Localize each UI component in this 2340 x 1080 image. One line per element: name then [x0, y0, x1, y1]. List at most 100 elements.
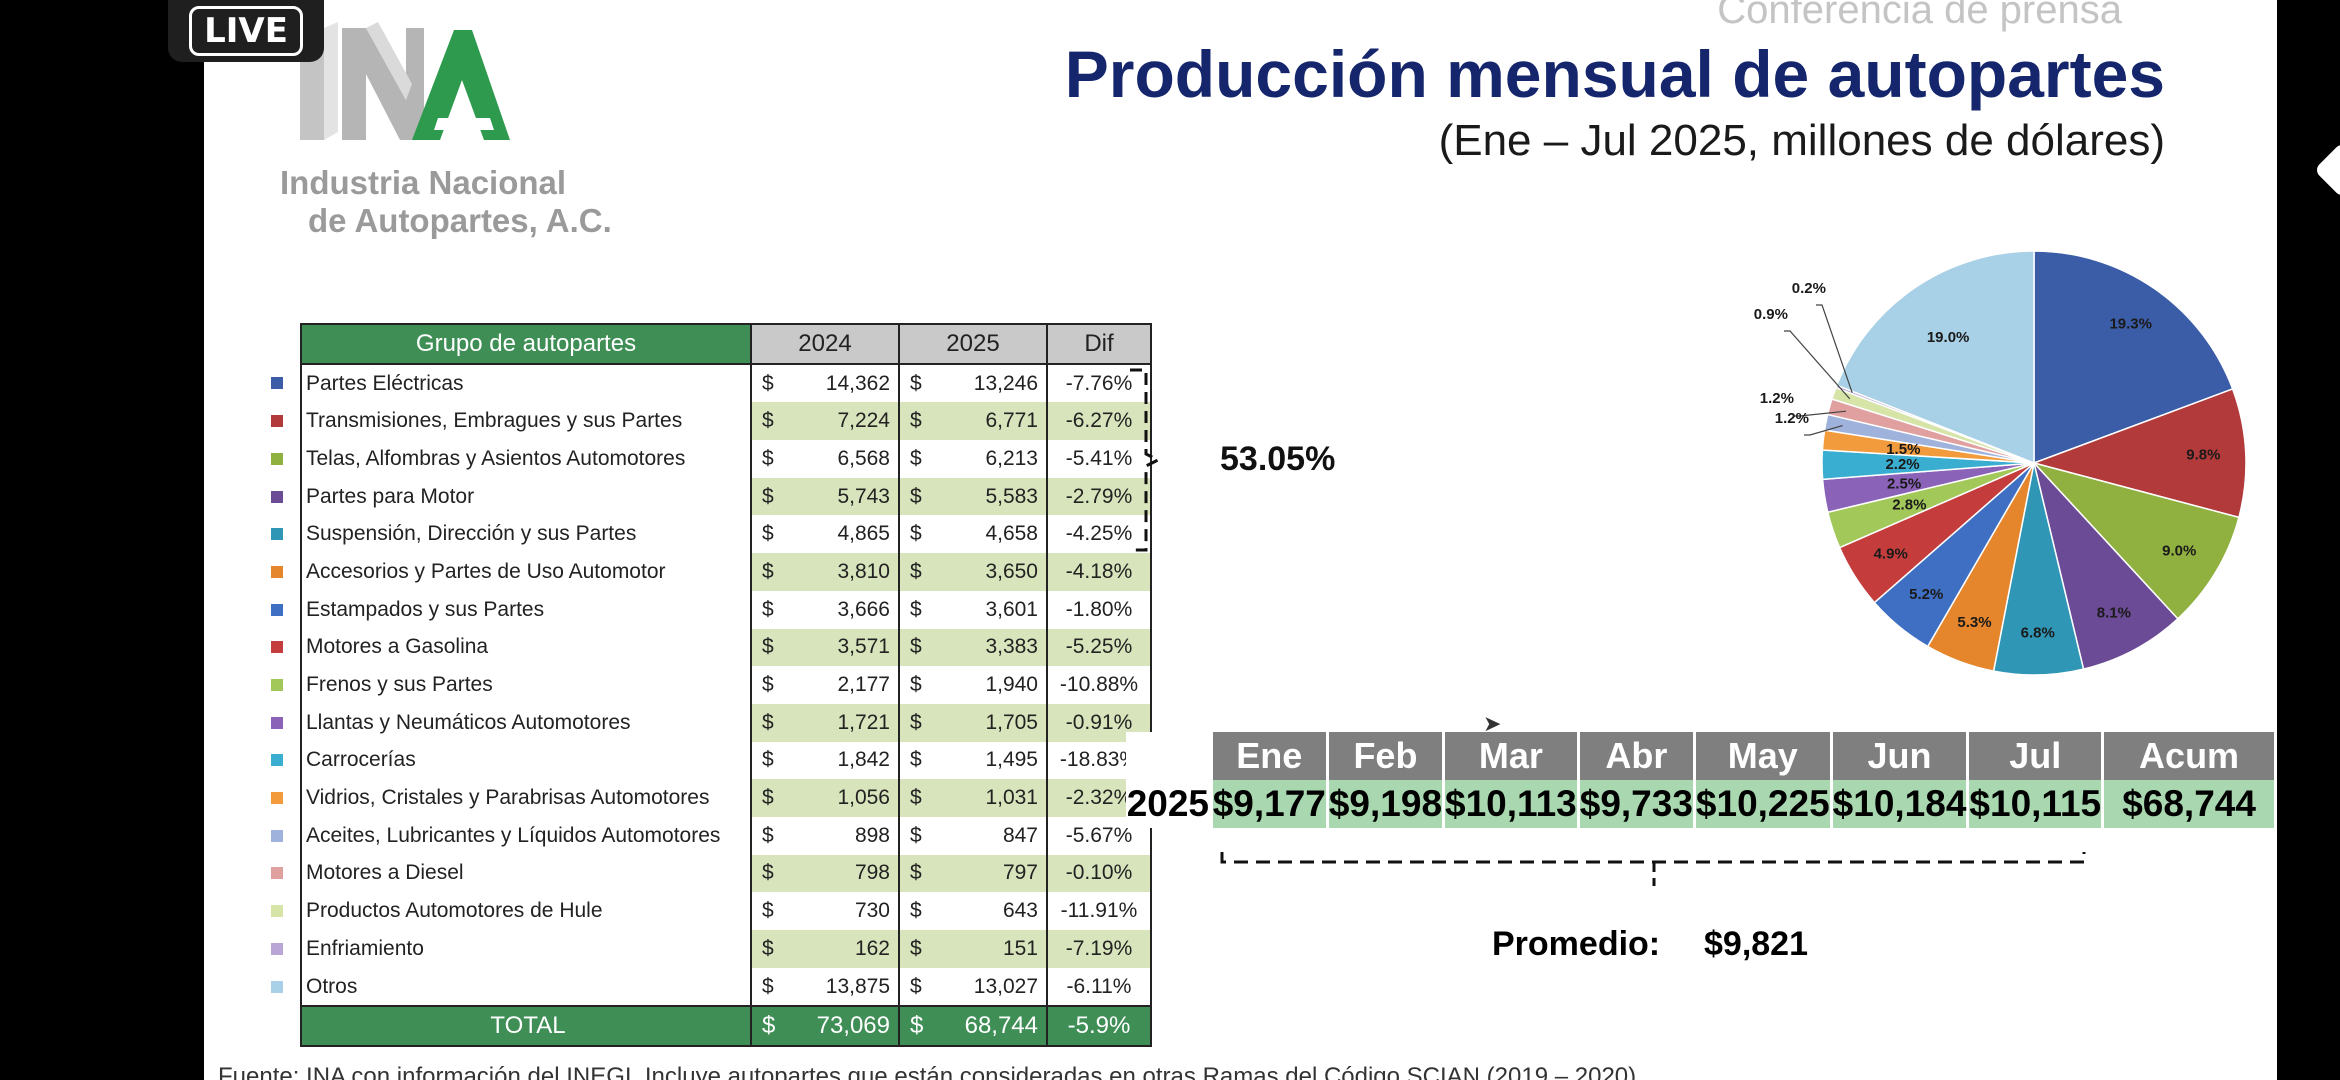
- pie-leader-line: [1794, 410, 1847, 417]
- logo-text-line2: de Autopartes, A.C.: [308, 202, 612, 239]
- dif-value: -10.88%: [1046, 666, 1152, 704]
- value-2024: 6,568: [837, 446, 890, 470]
- currency-2025: $: [898, 628, 934, 667]
- pie-leader-line: [1804, 424, 1843, 436]
- dif-value: -7.19%: [1046, 930, 1152, 968]
- value-2025: 797: [934, 854, 1047, 893]
- currency-2024: $: [750, 816, 786, 855]
- autopartes-table: Grupo de autopartes 2024 2025 Dif Partes…: [254, 323, 1152, 1048]
- month-header: Feb: [1328, 732, 1443, 780]
- month-value: $9,198: [1328, 780, 1443, 828]
- value-2024: 3,810: [786, 553, 899, 591]
- monthly-values-row: 2025 $9,177 $9,198 $10,113 $9,733 $10,225 $10,…: [1126, 780, 2274, 828]
- value-2024: 798: [786, 854, 899, 893]
- header-2024: 2024: [750, 323, 900, 365]
- month-header: Jul: [1969, 732, 2102, 780]
- pie-slice-label: 19.3%: [2109, 316, 2152, 333]
- dif-value: -4.25%: [1046, 515, 1152, 554]
- currency-2024: $: [750, 553, 786, 591]
- value-2025: 3,601: [985, 597, 1038, 621]
- pie-slice: [2031, 387, 2247, 519]
- currency-2024: $: [750, 590, 786, 629]
- legend-swatch: [254, 440, 301, 478]
- currency-2025: $: [898, 779, 934, 817]
- dif-value: -6.27%: [1046, 402, 1152, 441]
- legend-square-icon: [271, 867, 283, 880]
- pie-slice-label: 9.8%: [2186, 447, 2220, 464]
- legend-square-icon: [271, 452, 283, 465]
- legend-square-icon: [271, 415, 283, 428]
- page-title: Producción mensual de autopartes: [1064, 37, 2165, 111]
- logo-text: Industria Nacional de Autopartes, A.C.: [280, 164, 612, 240]
- currency-2025: $: [898, 363, 934, 403]
- currency-2025: $: [898, 440, 934, 478]
- row-name: Partes Eléctricas: [300, 363, 751, 403]
- value-2025: 151: [934, 930, 1047, 968]
- legend-square-icon: [271, 792, 283, 805]
- value-2024: 13,875: [825, 974, 890, 998]
- currency-2024: $: [750, 628, 786, 667]
- dif-value: -4.18%: [1046, 553, 1152, 591]
- monthly-brace: [1220, 852, 2086, 886]
- pie-slice: [2032, 460, 2179, 671]
- total-currency-2024: $: [750, 1005, 786, 1048]
- legend-swatch: [254, 553, 301, 591]
- pie-slice-label: 9.0%: [2162, 543, 2196, 560]
- value-2024: 1,721: [786, 703, 899, 742]
- bracket-brace: [1130, 368, 1162, 552]
- legend-swatch: [254, 779, 301, 817]
- row-name: Suspensión, Dirección y sus Partes: [300, 515, 751, 554]
- pie-leader-line: [1784, 330, 1851, 400]
- average-value: $9,821: [1704, 925, 1808, 963]
- legend-swatch: [254, 742, 301, 780]
- total-dif: -5.9%: [1046, 1005, 1152, 1048]
- pie-leader-line: [1816, 304, 1853, 393]
- row-name: Enfriamiento: [300, 930, 751, 968]
- month-value: $9,177: [1212, 780, 1326, 828]
- table-row: Carrocerías $1,842 $1,495 -18.83%: [254, 741, 1152, 780]
- legend-swatch: [254, 930, 301, 968]
- value-2025: 643: [1002, 899, 1038, 923]
- page-subtitle: (Ene – Jul 2025, millones de dólares): [1438, 116, 2165, 165]
- value-2024: 1,056: [786, 779, 899, 817]
- header-group: Grupo de autopartes: [300, 323, 752, 365]
- header-dif: Dif: [1046, 323, 1152, 365]
- side-arrow-icon[interactable]: [2313, 141, 2340, 199]
- pie-slice-label: 2.8%: [1892, 497, 1926, 514]
- table-row: Motores a Diesel $798 $797 -0.10%: [254, 854, 1152, 893]
- pie-slice-label: 1.2%: [1775, 410, 1809, 427]
- value-2024: 3,666: [837, 597, 890, 621]
- row-name: Partes para Motor: [300, 477, 751, 516]
- currency-2024: $: [750, 363, 786, 403]
- value-2024: 7,224: [786, 402, 899, 441]
- year-label: 2025: [1126, 780, 1210, 828]
- dif-value: -7.76%: [1046, 363, 1152, 403]
- legend-swatch: [254, 666, 301, 704]
- legend-square-icon: [271, 981, 283, 994]
- value-2024: 5,743: [786, 477, 899, 516]
- legend-swatch: [254, 515, 301, 553]
- value-2025: 3,383: [934, 628, 1047, 667]
- value-2024: 4,865: [837, 522, 890, 546]
- row-name: Frenos y sus Partes: [300, 666, 751, 704]
- value-2025: 1,705: [934, 703, 1047, 742]
- legend-swatch: [254, 364, 301, 403]
- currency-2024: $: [750, 779, 786, 817]
- value-2025: 5,583: [934, 477, 1047, 516]
- table-row: Vidrios, Cristales y Parabrisas Automoto…: [254, 779, 1152, 817]
- pie-slice-label: 2.5%: [1887, 475, 1921, 492]
- table-row: Suspensión, Dirección y sus Partes $4,865…: [254, 515, 1152, 554]
- value-2025: 847: [1002, 823, 1038, 847]
- currency-2024: $: [750, 402, 786, 441]
- pie-slice: [2033, 250, 2234, 465]
- legend-swatch: [254, 629, 301, 667]
- table-row: Llantas y Neumáticos Automotores $1,721 $1…: [254, 703, 1152, 742]
- value-2025: 4,658: [985, 522, 1038, 546]
- table-row: Productos Automotores de Hule $730 $643 -11…: [254, 892, 1152, 930]
- legend-square-icon: [271, 528, 283, 541]
- currency-2025: $: [898, 477, 934, 516]
- pie-slice-label: 1.5%: [1886, 441, 1920, 458]
- table-row: Enfriamiento $162 $151 -7.19%: [254, 930, 1152, 968]
- dif-value: -1.80%: [1046, 590, 1152, 629]
- monthly-table: Ene Feb Mar Abr May Jun Jul Acum 2025 $9,177 $9,1…: [1123, 732, 2277, 828]
